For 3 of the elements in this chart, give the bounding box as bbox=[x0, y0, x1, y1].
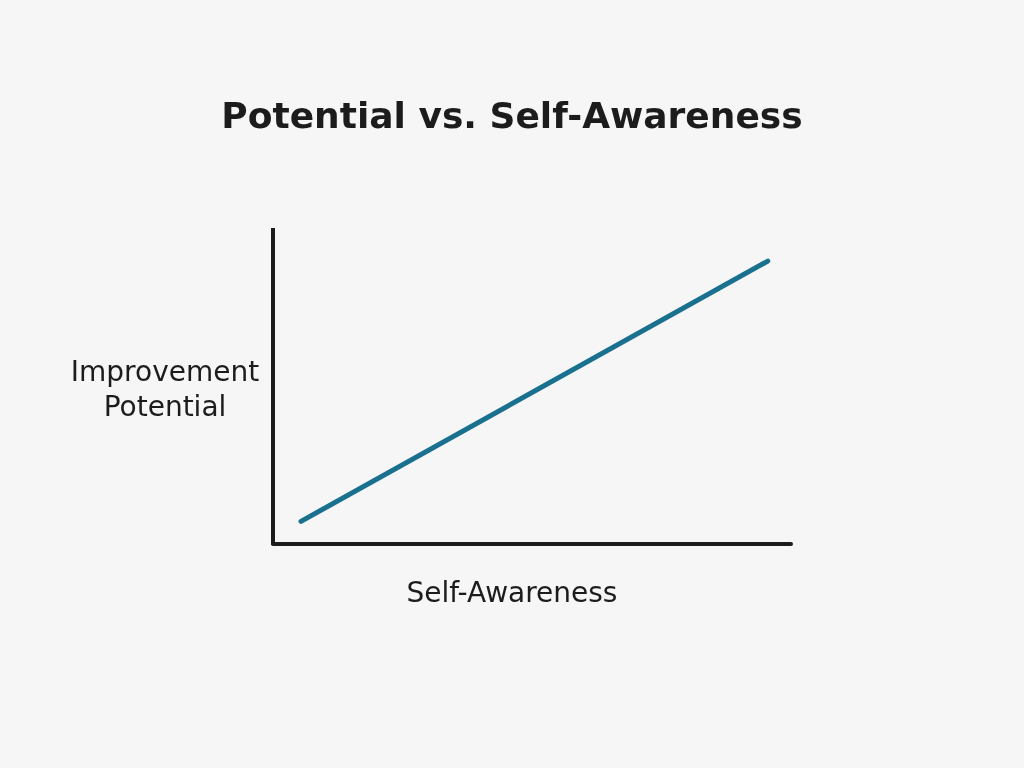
chart-title: Potential vs. Self-Awareness bbox=[220, 94, 804, 138]
y-axis-title: Improvement Potential bbox=[69, 354, 261, 424]
x-axis-title: Self-Awareness bbox=[405, 575, 619, 611]
